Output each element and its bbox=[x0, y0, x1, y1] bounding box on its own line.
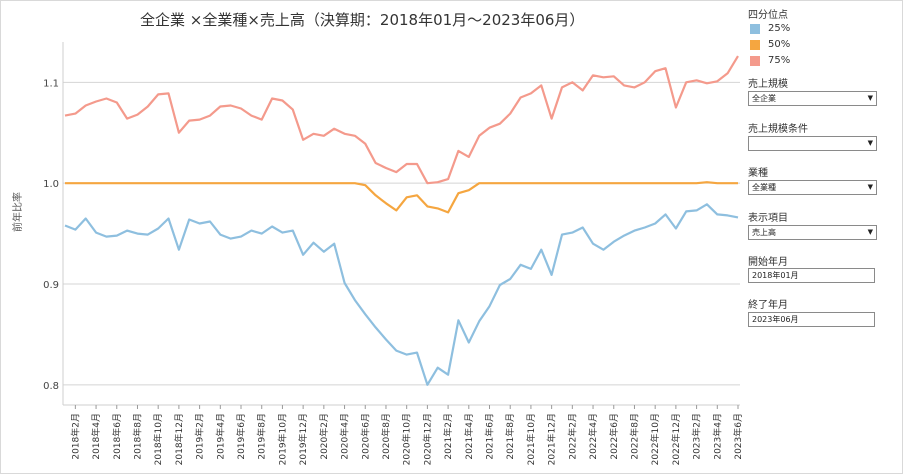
x-tick-label: 2022年12月 bbox=[670, 413, 682, 465]
x-tick-label: 2019年10月 bbox=[276, 413, 288, 465]
x-tick-label: 2020年4月 bbox=[339, 413, 351, 460]
display-item-label: 表示項目 bbox=[748, 213, 788, 224]
x-tick-label: 2019年12月 bbox=[297, 413, 309, 465]
x-tick-label: 2022年4月 bbox=[587, 413, 599, 460]
legend-swatch-25 bbox=[750, 23, 760, 34]
series-line-50 bbox=[65, 181, 738, 214]
size-condition-label: 売上規模条件 bbox=[748, 124, 808, 135]
legend-swatch-75 bbox=[750, 55, 760, 66]
x-tick-label: 2020年2月 bbox=[318, 413, 330, 460]
legend-title: 四分位点 bbox=[748, 10, 788, 21]
x-tick-label: 2023年2月 bbox=[691, 413, 703, 460]
end-date-field[interactable]: 2023年06月 bbox=[748, 312, 875, 327]
y-tick-label: 1.1 bbox=[43, 78, 59, 89]
industry-dropdown[interactable]: 全業種 ▼ bbox=[748, 180, 877, 195]
y-tick-label: 0.8 bbox=[43, 381, 59, 392]
display-item-dropdown[interactable]: 売上高 ▼ bbox=[748, 225, 877, 240]
size-dropdown-value: 全企業 bbox=[752, 94, 776, 103]
legend-label-50: 50% bbox=[768, 39, 791, 50]
x-tick-label: 2018年4月 bbox=[90, 413, 102, 460]
x-tick-label: 2019年8月 bbox=[256, 413, 268, 460]
x-tick-label: 2018年12月 bbox=[173, 413, 185, 465]
legend-item-25[interactable]: 25% bbox=[750, 23, 790, 34]
end-date-label: 終了年月 bbox=[748, 300, 788, 311]
x-tick-label: 2021年12月 bbox=[546, 413, 558, 465]
industry-dropdown-value: 全業種 bbox=[752, 183, 776, 192]
legend-item-75[interactable]: 75% bbox=[750, 55, 790, 66]
size-dropdown[interactable]: 全企業 ▼ bbox=[748, 91, 877, 106]
start-date-label: 開始年月 bbox=[748, 257, 788, 268]
legend-item-50[interactable]: 50% bbox=[750, 39, 790, 50]
x-tick-label: 2023年6月 bbox=[732, 413, 744, 460]
x-tick-label: 2021年4月 bbox=[463, 413, 475, 460]
legend-label-75: 75% bbox=[768, 55, 791, 66]
x-tick-label: 2020年12月 bbox=[421, 413, 433, 465]
chevron-down-icon: ▼ bbox=[867, 139, 873, 147]
chevron-down-icon: ▼ bbox=[867, 183, 873, 191]
x-tick-label: 2023年4月 bbox=[711, 413, 723, 460]
x-tick-label: 2021年10月 bbox=[525, 413, 537, 465]
x-tick-label: 2021年8月 bbox=[504, 413, 516, 460]
y-tick-label: 1.0 bbox=[43, 179, 59, 190]
chevron-down-icon: ▼ bbox=[867, 228, 873, 236]
industry-label: 業種 bbox=[748, 168, 768, 179]
x-tick-label: 2018年2月 bbox=[69, 413, 81, 460]
x-tick-label: 2020年8月 bbox=[380, 413, 392, 460]
x-tick-label: 2018年10月 bbox=[152, 413, 164, 465]
size-label: 売上規模 bbox=[748, 79, 788, 90]
x-tick-label: 2020年6月 bbox=[359, 413, 371, 460]
start-date-field[interactable]: 2018年01月 bbox=[748, 268, 875, 283]
x-tick-label: 2020年10月 bbox=[401, 413, 413, 465]
x-tick-label: 2019年4月 bbox=[214, 413, 226, 460]
x-tick-label: 2018年8月 bbox=[131, 413, 143, 460]
x-tick-label: 2021年2月 bbox=[442, 413, 454, 460]
x-tick-label: 2021年6月 bbox=[484, 413, 496, 460]
series-line-25 bbox=[64, 203, 739, 386]
legend-swatch-50 bbox=[750, 39, 760, 50]
line-chart: 0.8 0.9 1.0 1.1 2018年2月 2018年4月 2018年6月 2018年8月… bbox=[43, 42, 744, 465]
chart-title: 全企業 ×全業種×売上高（決算期：2018年01月～2023年06月） bbox=[140, 11, 585, 29]
series-line-75 bbox=[64, 55, 739, 185]
x-tick-label: 2018年6月 bbox=[111, 413, 123, 460]
x-tick-label: 2022年2月 bbox=[566, 413, 578, 460]
x-tick-label: 2022年10月 bbox=[649, 413, 661, 465]
x-tick-label: 2022年6月 bbox=[608, 413, 620, 460]
legend-label-25: 25% bbox=[768, 23, 791, 34]
chevron-down-icon: ▼ bbox=[867, 94, 873, 102]
x-tick-label: 2019年2月 bbox=[194, 413, 206, 460]
display-item-value: 売上高 bbox=[752, 228, 776, 237]
x-tick-label: 2022年8月 bbox=[628, 413, 640, 460]
size-condition-dropdown[interactable]: ▼ bbox=[748, 136, 877, 151]
y-tick-label: 0.9 bbox=[43, 280, 59, 291]
x-tick-label: 2019年6月 bbox=[235, 413, 247, 460]
